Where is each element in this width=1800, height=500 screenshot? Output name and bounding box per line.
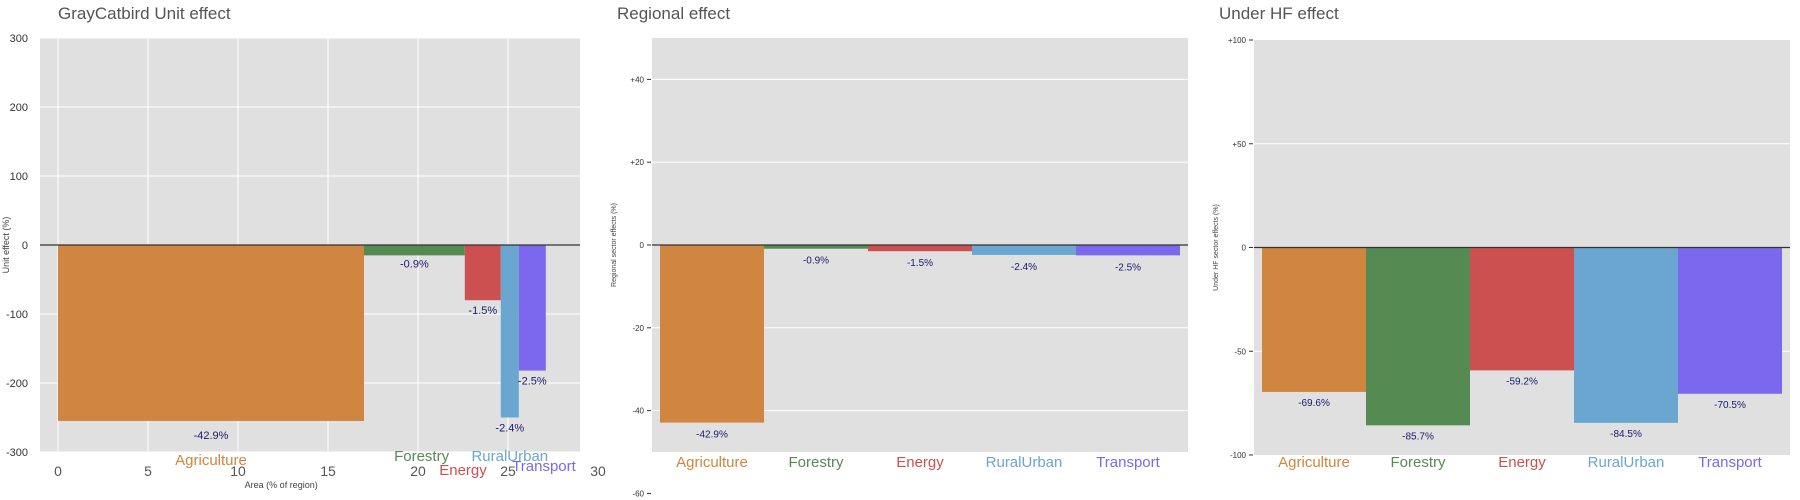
y-tick-label: +20 xyxy=(630,158,644,167)
y-tick-label: -100 xyxy=(6,309,28,321)
data-label: -85.7% xyxy=(1402,431,1434,442)
category-label-ruralurban: RuralUrban xyxy=(986,454,1063,471)
y-tick-label: -100 xyxy=(1230,451,1247,460)
data-label: -42.9% xyxy=(194,430,229,442)
x-tick-label: 25 xyxy=(500,463,516,479)
category-label-agriculture: Agriculture xyxy=(676,454,748,471)
unit-effect-panel: GrayCatbird Unit effect 300 200 100 0 -100 -2… xyxy=(0,0,606,500)
x-tick-label: 15 xyxy=(320,463,336,479)
y-tick-label: 0 xyxy=(640,241,645,250)
y-axis-title: Regional sector effects (%) xyxy=(611,203,618,287)
category-label-transport: Transport xyxy=(1096,454,1160,471)
bar-energy xyxy=(1470,247,1574,371)
data-label: -59.2% xyxy=(1506,376,1538,387)
bar-forestry xyxy=(364,245,465,256)
x-tick-label: 5 xyxy=(144,463,152,479)
bar-ruralurban xyxy=(1574,247,1678,423)
y-tick-label: +100 xyxy=(1228,36,1247,45)
chart-title: Regional effect xyxy=(617,4,731,23)
y-tick-label: +50 xyxy=(1232,140,1246,149)
bar-agriculture xyxy=(1262,247,1366,392)
under-hf-effect-chart: +100 +50 0 -50 -100 Under HF sector effects (… xyxy=(1213,36,1790,471)
y-axis-title: Under HF sector effects (%) xyxy=(1213,204,1220,291)
bar-energy xyxy=(868,245,972,252)
category-label-forestry: Forestry xyxy=(788,454,844,471)
y-tick-label: -20 xyxy=(632,324,644,333)
y-tick-label: -40 xyxy=(632,407,644,416)
chart-title: GrayCatbird Unit effect xyxy=(58,4,231,23)
y-tick-label: -50 xyxy=(1234,347,1246,356)
y-tick-label: 100 xyxy=(10,171,28,183)
data-label: -69.6% xyxy=(1298,398,1330,409)
y-axis-title: Unit effect (%) xyxy=(1,217,11,274)
bar-transport xyxy=(518,245,546,371)
bar-forestry xyxy=(764,245,868,249)
x-tick-label: 20 xyxy=(410,463,426,479)
data-label: -2.5% xyxy=(1115,262,1141,273)
bar-energy xyxy=(464,245,501,301)
category-label-ruralurban: RuralUrban xyxy=(471,448,548,465)
data-label: -2.4% xyxy=(495,423,524,435)
category-label-ruralurban: RuralUrban xyxy=(1588,454,1665,471)
category-label-forestry: Forestry xyxy=(1390,454,1446,471)
data-label: -42.9% xyxy=(696,430,728,441)
regional-effect-panel: Regional effect +40 +20 0 -20 -40 -60 Regional… xyxy=(600,0,1200,500)
x-tick-label: 10 xyxy=(230,463,246,479)
data-label: -0.9% xyxy=(400,258,429,270)
category-label-transport: Transport xyxy=(512,458,576,475)
data-label: -84.5% xyxy=(1610,429,1642,440)
bar-agriculture xyxy=(58,245,364,421)
category-label-forestry: Forestry xyxy=(394,448,450,465)
y-tick-label: -200 xyxy=(6,378,28,390)
x-tick-label: 0 xyxy=(54,463,62,479)
data-label: -2.4% xyxy=(1011,262,1037,273)
regional-effect-chart: +40 +20 0 -20 -40 -60 Regional sector effects … xyxy=(611,38,1188,498)
y-tick-label: 200 xyxy=(10,102,28,114)
data-label: -1.5% xyxy=(468,305,497,317)
bar-ruralurban xyxy=(500,245,519,418)
data-label: -0.9% xyxy=(803,256,829,267)
bar-agriculture xyxy=(660,245,764,423)
under-hf-effect-panel: Under HF effect +100 +50 0 -50 -100 Under HF … xyxy=(1200,0,1800,500)
y-tick-label: +40 xyxy=(630,75,644,84)
category-label-energy: Energy xyxy=(896,454,944,471)
bar-transport xyxy=(1076,245,1180,256)
category-label-energy: Energy xyxy=(1498,454,1546,471)
unit-effect-chart: 300 200 100 0 -100 -200 -300 0 5 10 15 20 25 30 Area (… xyxy=(1,33,606,490)
bar-transport xyxy=(1678,247,1782,394)
category-label-energy: Energy xyxy=(439,462,487,479)
bar-forestry xyxy=(1366,247,1470,426)
category-label-transport: Transport xyxy=(1698,454,1762,471)
category-label-agriculture: Agriculture xyxy=(1278,454,1350,471)
category-label-agriculture: Agriculture xyxy=(175,452,247,469)
y-tick-label: -300 xyxy=(6,447,28,459)
x-tick-label: 30 xyxy=(590,463,606,479)
bar-ruralurban xyxy=(972,245,1076,255)
data-label: -1.5% xyxy=(907,258,933,269)
data-label: -2.5% xyxy=(518,376,547,388)
y-tick-label: 0 xyxy=(1242,244,1247,253)
y-tick-label: 300 xyxy=(10,33,28,45)
chart-title: Under HF effect xyxy=(1219,4,1339,23)
y-tick-label: -60 xyxy=(632,489,644,498)
y-tick-label: 0 xyxy=(22,240,28,252)
data-label: -70.5% xyxy=(1714,400,1746,411)
x-axis-title: Area (% of region) xyxy=(245,480,318,490)
